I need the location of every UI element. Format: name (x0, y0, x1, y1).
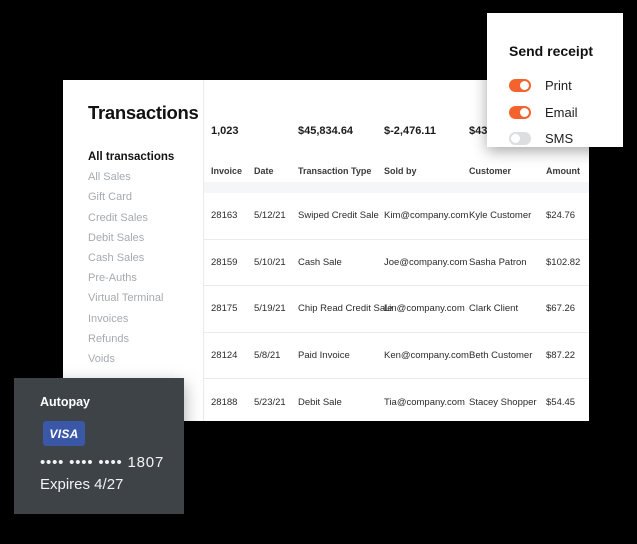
sidebar-item-refunds[interactable]: Refunds (88, 332, 129, 345)
transactions-sidebar: Transactions All transactions All Sales … (63, 80, 203, 421)
cell-type: Paid Invoice (298, 350, 350, 362)
send-receipt-card: Send receipt Print Email SMS (487, 13, 623, 147)
column-header-customer: Customer (469, 166, 512, 176)
cell-type: Swiped Credit Sale (298, 210, 379, 222)
cell-sold-by: Tia@company.com (384, 396, 465, 408)
send-receipt-title: Send receipt (509, 43, 594, 59)
toggle-row-print: Print (509, 77, 572, 93)
cell-sold-by: Joe@company.com (384, 256, 468, 268)
cell-invoice: 28124 (211, 350, 238, 362)
sidebar-item-debit-sales[interactable]: Debit Sales (88, 231, 145, 244)
toggle-row-sms: SMS (509, 130, 574, 146)
sidebar-item-pre-auths[interactable]: Pre-Auths (88, 272, 137, 285)
cell-type: Chip Read Credit Sale (298, 303, 393, 315)
transactions-content: 1,023 $45,834.64 $-2,476.11 $43,3 Invoic… (204, 80, 589, 421)
cell-invoice: 28175 (211, 303, 238, 315)
table-row[interactable]: 28175 5/19/21 Chip Read Credit Sale Lin@… (204, 286, 589, 333)
cell-amount: $102.82 (546, 256, 581, 268)
sidebar-item-gift-card[interactable]: Gift Card (88, 191, 133, 204)
cell-invoice: 28159 (211, 256, 238, 268)
sidebar-filter-list: All transactions All Sales Gift Card Cre… (88, 147, 200, 369)
sidebar-item-cash-sales[interactable]: Cash Sales (88, 251, 145, 264)
visa-logo-icon: VISA (43, 421, 85, 446)
cell-customer: Kyle Customer (469, 210, 532, 222)
stat-transaction-count: 1,023 (211, 125, 239, 137)
autopay-card: Autopay VISA •••• •••• •••• 1807 Expires… (14, 378, 184, 514)
visa-logo-text: VISA (49, 426, 79, 441)
sidebar-item-credit-sales[interactable]: Credit Sales (88, 211, 148, 224)
table-header-divider (204, 182, 589, 193)
page-title: Transactions (88, 102, 199, 123)
toggle-row-email: Email (509, 104, 578, 120)
cell-type: Cash Sale (298, 256, 342, 268)
sidebar-item-all-transactions[interactable]: All transactions (88, 151, 175, 163)
sidebar-item-virtual-terminal[interactable]: Virtual Terminal (88, 292, 164, 305)
email-toggle-label: Email (545, 104, 578, 120)
stat-gross-sales: $45,834.64 (298, 125, 354, 137)
sidebar-item-voids[interactable]: Voids (88, 352, 115, 365)
table-row[interactable]: 28124 5/8/21 Paid Invoice Ken@company.co… (204, 333, 589, 380)
cell-sold-by: Kim@company.com (384, 210, 469, 222)
toggle-knob (520, 80, 529, 90)
cell-amount: $24.76 (546, 210, 576, 222)
cell-date: 5/8/21 (254, 350, 281, 362)
cell-type: Debit Sale (298, 396, 342, 408)
cell-amount: $87.22 (546, 350, 576, 362)
cell-date: 5/12/21 (254, 210, 286, 222)
sms-toggle-label: SMS (545, 130, 574, 146)
toggle-knob (520, 107, 529, 117)
column-header-amount: Amount (546, 166, 580, 176)
table-row[interactable]: 28159 5/10/21 Cash Sale Joe@company.com … (204, 240, 589, 287)
sidebar-item-all-sales[interactable]: All Sales (88, 171, 131, 184)
cell-date: 5/19/21 (254, 303, 286, 315)
cell-amount: $54.45 (546, 396, 576, 408)
summary-stats-row: 1,023 $45,834.64 $-2,476.11 $43,3 (204, 124, 589, 138)
print-toggle-label: Print (545, 77, 572, 93)
cell-customer: Stacey Shopper (469, 396, 537, 408)
cell-customer: Clark Client (469, 303, 519, 315)
cell-sold-by: Lin@company.com (384, 303, 465, 315)
cell-date: 5/23/21 (254, 396, 286, 408)
card-expiry: Expires 4/27 (40, 476, 124, 493)
stat-refunds: $-2,476.11 (384, 125, 436, 137)
cell-amount: $67.26 (546, 303, 576, 315)
transactions-table-body: 28163 5/12/21 Swiped Credit Sale Kim@com… (204, 193, 589, 421)
sidebar-divider (203, 80, 204, 421)
sms-toggle[interactable] (509, 131, 531, 145)
cell-invoice: 28163 (211, 210, 238, 222)
masked-card-number: •••• •••• •••• 1807 (40, 454, 165, 471)
column-header-transaction-type: Transaction Type (298, 166, 372, 176)
print-toggle[interactable] (509, 78, 531, 92)
email-toggle[interactable] (509, 105, 531, 119)
cell-date: 5/10/21 (254, 256, 286, 268)
cell-sold-by: Ken@company.com (384, 350, 469, 362)
cell-invoice: 28188 (211, 396, 238, 408)
sidebar-item-invoices[interactable]: Invoices (88, 312, 129, 325)
toggle-knob (511, 133, 520, 143)
table-header-row: Invoice Date Transaction Type Sold by Cu… (204, 160, 589, 182)
table-row[interactable]: 28163 5/12/21 Swiped Credit Sale Kim@com… (204, 193, 589, 240)
cell-customer: Sasha Patron (469, 256, 527, 268)
table-row[interactable]: 28188 5/23/21 Debit Sale Tia@company.com… (204, 379, 589, 421)
autopay-title: Autopay (40, 395, 90, 409)
column-header-invoice: Invoice (211, 166, 243, 176)
column-header-date: Date (254, 166, 274, 176)
cell-customer: Beth Customer (469, 350, 533, 362)
column-header-sold-by: Sold by (384, 166, 417, 176)
